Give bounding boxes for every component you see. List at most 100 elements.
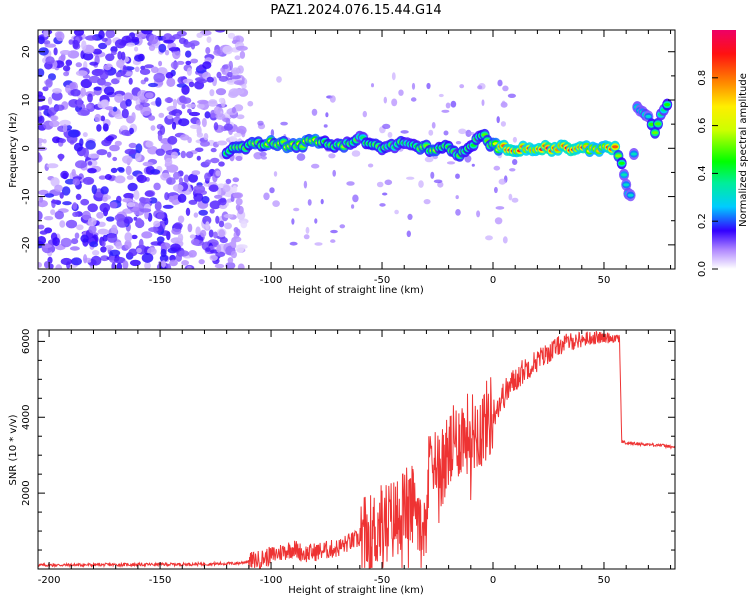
heatmap-noise-cell	[124, 71, 133, 76]
heatmap-noise-cell	[225, 118, 231, 126]
heatmap-noise-cell	[218, 220, 225, 228]
heatmap-noise-cell	[123, 92, 134, 102]
heatmap-weak-cell	[391, 98, 398, 107]
heatmap-noise-cell	[100, 186, 109, 195]
heatmap-noise-cell	[225, 178, 232, 184]
heatmap-noise-cell	[205, 47, 211, 55]
heatmap-noise-cell	[60, 257, 73, 266]
heatmap-noise-cell	[214, 263, 225, 269]
heatmap-noise-cell	[70, 89, 81, 97]
heatmap-noise-cell	[61, 186, 71, 196]
heatmap-noise-cell	[210, 157, 220, 164]
heatmap-noise-cell	[129, 127, 134, 135]
heatmap-noise-cell	[50, 209, 56, 216]
heatmap-weak-cell	[433, 179, 443, 184]
heatmap-weak-cell	[450, 100, 457, 108]
heatmap-noise-cell	[215, 215, 220, 224]
heatmap-weak-cell	[391, 72, 396, 81]
heatmap-noise-cell	[38, 146, 48, 151]
heatmap-noise-cell	[148, 227, 159, 233]
heatmap-noise-cell	[233, 132, 242, 138]
heatmap-weak-cell	[446, 161, 456, 165]
heatmap-noise-cell	[96, 211, 104, 219]
snr-frame	[37, 329, 676, 570]
heatmap-weak-cell	[411, 82, 416, 90]
heatmap-noise-cell	[114, 93, 124, 103]
heatmap-noise-cell	[198, 79, 208, 84]
heatmap-noise-cell	[161, 260, 166, 268]
heatmap-noise-cell	[112, 156, 118, 162]
heatmap-noise-cell	[113, 256, 126, 264]
heatmap-noise-cell	[97, 228, 109, 235]
heatmap-noise-cell	[139, 196, 146, 203]
heatmap-noise-cell	[232, 177, 240, 183]
heatmap-noise-cell	[213, 122, 219, 131]
heatmap-weak-cell	[382, 123, 391, 129]
heatmap-noise-cell	[92, 48, 103, 55]
heatmap-weak-cell	[430, 171, 435, 179]
heatmap-noise-cell	[156, 236, 165, 243]
heatmap-noise-cell	[213, 106, 221, 115]
heatmap-weak-cell	[371, 83, 374, 88]
heatmap-noise-cell	[170, 243, 181, 252]
heatmap-noise-cell	[219, 237, 228, 244]
heatmap-noise-cell	[193, 212, 199, 218]
heatmap-noise-cell	[38, 236, 47, 245]
heatmap-noise-cell	[100, 81, 112, 87]
heatmap-noise-cell	[122, 197, 133, 203]
heatmap-noise-cell	[82, 132, 88, 138]
heatmap-noise-cell	[147, 145, 158, 155]
snr-x-label: Height of straight line (km)	[288, 585, 424, 596]
x-tick-label: -200	[38, 575, 61, 586]
heatmap-noise-cell	[213, 49, 223, 56]
x-tick-label: -150	[149, 575, 172, 586]
heatmap-noise-cell	[38, 115, 45, 124]
heatmap-noise-cell	[72, 39, 79, 49]
heatmap-ridge-core	[655, 122, 661, 126]
colorbar-tick-label: 0.4	[697, 165, 708, 181]
heatmap-noise-cell	[101, 37, 108, 42]
heatmap-noise-cell	[171, 121, 177, 130]
heatmap-noise-cell	[197, 99, 209, 105]
heatmap-noise-cell	[215, 170, 221, 177]
snr-y-label: SNR (10 * v/v)	[8, 414, 19, 485]
heatmap-weak-cell	[485, 235, 493, 241]
heatmap-noise-cell	[206, 36, 212, 43]
heatmap-noise-cell	[140, 106, 152, 116]
heatmap-weak-cell	[458, 128, 467, 135]
heatmap-noise-cell	[205, 221, 210, 230]
heatmap-noise-cell	[59, 50, 72, 55]
heatmap-noise-cell	[51, 91, 63, 101]
heatmap-noise-cell	[160, 242, 171, 250]
heatmap-noise-cell	[45, 56, 55, 65]
heatmap-noise-cell	[90, 255, 102, 266]
heatmap-noise-cell	[42, 86, 49, 92]
heatmap-noise-cell	[215, 88, 227, 96]
heatmap-noise-cell	[80, 78, 93, 89]
heatmap-noise-cell	[154, 201, 162, 211]
heatmap-noise-cell	[114, 39, 126, 49]
heatmap-noise-cell	[111, 51, 117, 56]
heatmap-ridge-core	[623, 183, 630, 187]
heatmap-weak-cell	[468, 132, 476, 135]
heatmap-noise-cell	[134, 66, 140, 73]
heatmap-weak-cell	[493, 165, 501, 171]
snr-series-line	[38, 331, 675, 569]
heatmap-noise-cell	[123, 208, 131, 214]
heatmap-noise-cell	[134, 46, 139, 52]
heatmap-noise-cell	[150, 66, 159, 74]
heatmap-noise-cell	[209, 208, 215, 214]
heatmap-weak-cell	[329, 95, 336, 103]
heatmap-noise-cell	[208, 229, 214, 238]
heatmap-noise-cell	[193, 184, 206, 194]
heatmap-noise-cell	[62, 124, 68, 133]
heatmap-weak-cell	[367, 163, 374, 168]
heatmap-noise-cell	[114, 113, 125, 120]
heatmap-noise-cell	[149, 197, 158, 204]
heatmap-noise-cell	[114, 213, 126, 222]
heatmap-weak-cell	[332, 169, 337, 177]
heatmap-noise-cell	[165, 263, 172, 269]
heatmap-noise-cell	[105, 53, 115, 62]
heatmap-weak-cell	[455, 195, 459, 200]
heatmap-noise-cell	[121, 108, 129, 119]
